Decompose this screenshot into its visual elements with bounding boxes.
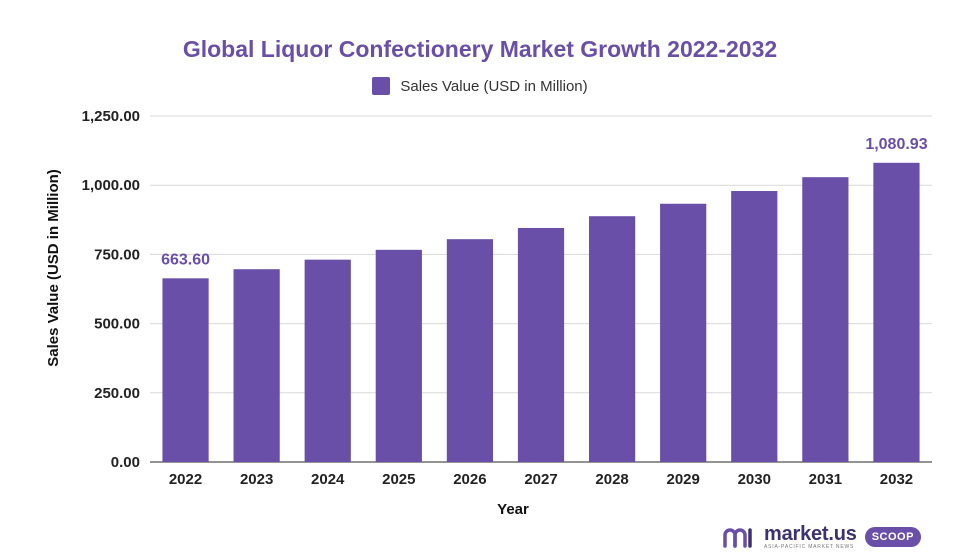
- x-tick-label: 2022: [169, 471, 202, 488]
- brand-name: market.us: [764, 523, 857, 545]
- data-labels: 663.60 1,080.93: [161, 136, 928, 269]
- x-tick-label: 2027: [524, 471, 557, 488]
- x-tick-label: 2032: [880, 471, 913, 488]
- chart-legend: Sales Value (USD in Million): [0, 77, 960, 95]
- bar-2023: [233, 269, 280, 462]
- y-axis-ticks: 0.00 250.00 500.00 750.00 1,000.00 1,250.00: [82, 108, 140, 471]
- scoop-badge: SCOOP: [864, 527, 921, 547]
- x-tick-label: 2030: [738, 471, 771, 488]
- bar-2022: [162, 278, 209, 462]
- y-tick-label: 0.00: [111, 454, 140, 471]
- x-tick-label: 2029: [666, 471, 699, 488]
- x-tick-label: 2024: [311, 471, 345, 488]
- y-axis-title: Sales Value (USD in Million): [45, 169, 62, 367]
- y-tick-label: 250.00: [94, 385, 140, 402]
- market-us-logo-icon: [723, 528, 752, 548]
- market-us-branding: market.us ASIA-PACIFIC MARKET NEWS SCOOP: [722, 521, 936, 553]
- y-tick-label: 500.00: [94, 316, 140, 333]
- legend-swatch: [372, 77, 391, 95]
- bar-2025: [375, 249, 422, 462]
- legend-label: Sales Value (USD in Million): [400, 77, 588, 95]
- x-tick-label: 2028: [595, 471, 628, 488]
- bar-2028: [588, 216, 636, 462]
- x-tick-label: 2031: [809, 471, 842, 488]
- bar-2029: [660, 203, 707, 462]
- chart-title: Global Liquor Confectionery Market Growt…: [182, 36, 778, 62]
- brand-tagline: ASIA-PACIFIC MARKET NEWS: [764, 544, 855, 550]
- bar-2027: [517, 227, 565, 462]
- data-label-2022: 663.60: [161, 251, 210, 268]
- bar-2026: [446, 239, 494, 462]
- x-axis-ticks: 2022 2023 2024 2025 2026 2027 2028 2029 2030 2031…: [169, 471, 913, 488]
- bar-2030: [731, 191, 778, 462]
- bar-2031: [802, 177, 849, 463]
- x-tick-label: 2026: [453, 471, 486, 488]
- y-tick-label: 750.00: [94, 246, 140, 263]
- bar-2024: [304, 259, 351, 462]
- data-label-2032: 1,080.93: [865, 136, 927, 153]
- x-tick-label: 2023: [240, 471, 273, 488]
- y-tick-label: 1,000.00: [82, 177, 140, 194]
- x-axis-title: Year: [497, 501, 529, 518]
- y-tick-label: 1,250.00: [82, 108, 140, 125]
- bars: [162, 162, 920, 463]
- bar-2032: [873, 162, 920, 462]
- x-tick-label: 2025: [382, 471, 415, 488]
